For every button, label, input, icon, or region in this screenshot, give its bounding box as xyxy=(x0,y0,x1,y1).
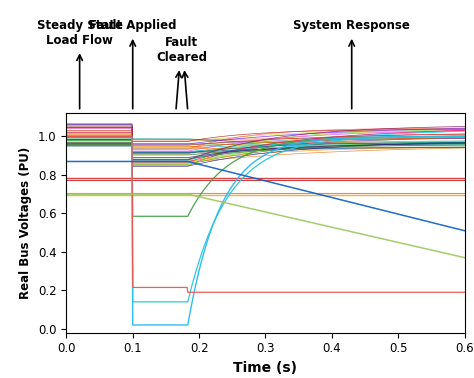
Text: Fault Applied: Fault Applied xyxy=(89,19,176,32)
Text: Steady State
Load Flow: Steady State Load Flow xyxy=(36,19,123,47)
Text: Fault
Cleared: Fault Cleared xyxy=(156,36,207,64)
X-axis label: Time (s): Time (s) xyxy=(233,361,298,375)
Text: System Response: System Response xyxy=(293,19,410,32)
Y-axis label: Real Bus Voltages (PU): Real Bus Voltages (PU) xyxy=(19,147,32,299)
